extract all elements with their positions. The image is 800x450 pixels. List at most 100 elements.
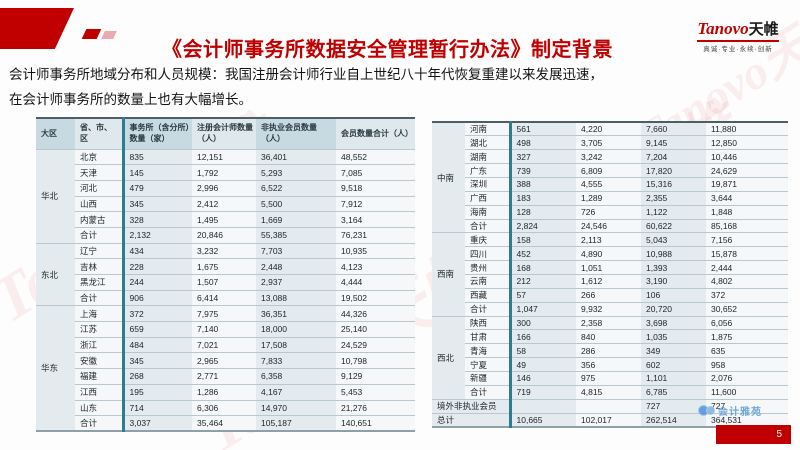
province-cell: 山西 [75,195,123,212]
table-row: 西北 陕西 300 2,358 3,698 6,056 [432,315,788,400]
value-cell: 727 [706,398,788,414]
value-cell: 434 [121,242,192,259]
province-cell: 合计 [465,384,510,400]
brand-name-cjk: 天帷 [748,21,779,38]
province-cell: 广东 [465,163,510,178]
brand-logo: Tanovo天帷 真诚·专业·永续·创新 [684,18,792,53]
table-row: 新疆 146 975 1,101 2,076 [432,370,788,386]
value-cell: 719 [508,384,576,400]
region-cell: 东北 [36,242,75,306]
value-cell: 7,140 [192,321,256,338]
value-cell: 195 [121,383,192,400]
value-cell: 183 [508,190,576,206]
province-cell: 合计 [465,218,510,233]
value-cell: 5,500 [256,195,336,212]
value-cell: 55,385 [256,226,336,244]
value-cell: 17,820 [641,163,706,178]
value-cell: 602 [641,357,706,372]
value-cell: 452 [508,246,576,261]
value-cell: 9,129 [336,368,415,385]
province-cell: 山东 [75,399,123,416]
value-cell: 727 [641,398,706,414]
province-cell: 合计 [75,289,123,306]
value-cell: 19,502 [336,289,415,306]
value-cell: 49 [508,357,576,372]
value-cell: 1,848 [706,204,788,220]
table-row: 华东 上海 372 7,975 36,351 44,326 [36,305,415,432]
table-row: 天津 145 1,792 5,293 7,085 [36,164,415,181]
value-cell: 102,017 [576,412,641,427]
value-cell: 635 [706,343,788,358]
province-cell: 内蒙古 [75,211,123,228]
table-row: 深圳 388 4,555 15,316 19,871 [432,176,788,192]
value-cell: 372 [706,287,788,303]
province-cell: 合计 [75,415,123,432]
value-cell: 5,043 [641,232,706,247]
table-row: 湖南 327 3,242 7,204 10,446 [432,149,788,164]
table-row: 合计 719 4,815 6,785 11,600 [432,384,788,400]
value-cell: 128 [508,204,576,220]
value-cell: 1,675 [192,258,256,275]
value-cell: 6,414 [192,289,256,306]
province-cell: 河北 [75,179,123,197]
value-cell: 17,508 [256,336,336,353]
province-cell: 合计 [75,226,123,244]
province-cell: 重庆 [465,232,510,247]
value-cell: 36,351 [256,305,336,322]
firm-stats-table-left: 大区 省、市、区 事务所（含分所）数量（家） 注册会计师数量（人） 非执业会员数量（人）… [36,117,415,433]
value-cell: 106 [641,287,706,303]
firm-stats-table-right-wrap: 中南 河南 561 4,220 7,660 11,880 湖北 498 3,705 9,145 12… [432,121,788,428]
table-row: 吉林 228 1,675 2,448 4,123 [36,258,415,275]
value-cell: 4,890 [576,246,641,261]
table-row: 河北 479 2,996 6,522 9,518 [36,179,415,197]
table-row: 广东 739 6,809 17,820 24,629 [432,163,788,178]
value-cell: 105,187 [256,415,336,432]
value-cell: 268 [121,368,192,385]
value-cell: 3,190 [641,273,706,289]
value-cell: 484 [121,336,192,353]
value-cell: 2,448 [256,258,336,275]
province-cell: 青海 [465,343,510,358]
province-cell: 海南 [465,204,510,220]
value-cell: 364,531 [706,412,788,427]
value-cell: 835 [121,148,192,165]
table-row: 山东 714 6,306 14,970 21,276 [36,399,415,416]
value-cell: 2,076 [706,370,788,386]
value-cell: 85,168 [706,218,788,233]
value-cell: 60,622 [641,218,706,233]
value-cell: 35,464 [192,415,256,432]
value-cell: 561 [508,121,576,136]
province-cell: 云南 [465,273,510,289]
value-cell: 4,167 [256,383,336,400]
table-row: 合计 1,047 9,932 20,720 30,652 [432,301,788,317]
province-cell: 甘肃 [465,329,510,344]
value-cell: 1,792 [192,164,256,181]
corner-accent-shape [0,8,74,49]
value-cell: 3,705 [576,135,641,150]
value-cell: 10,935 [336,242,415,259]
value-cell: 726 [576,204,641,220]
table-row: 总计 10,665 102,017 262,514 364,531 [432,412,788,427]
value-cell: 714 [121,399,192,416]
value-cell: 5,293 [256,164,336,181]
value-cell: 12,151 [192,148,256,165]
table-row: 海南 128 726 1,122 1,848 [432,204,788,220]
value-cell: 10,665 [508,412,576,427]
value-cell: 3,232 [192,242,256,259]
province-cell: 河南 [465,121,510,136]
header-row: 大区 省、市、区 事务所（含分所）数量（家） 注册会计师数量（人） 非执业会员数量（人）… [36,117,415,149]
brand-tagline: 真诚·专业·永续·创新 [703,46,773,53]
value-cell: 1,875 [706,329,788,344]
value-cell: 1,507 [192,274,256,291]
table-row: 浙江 484 7,021 17,508 24,529 [36,336,415,353]
value-cell: 1,047 [508,301,576,317]
region-cell: 中南 [432,121,465,233]
value-cell: 9,932 [576,301,641,317]
table-row: 贵州 168 1,051 1,393 2,444 [432,260,788,275]
value-cell: 7,833 [256,352,336,369]
table-row: 山西 345 2,412 5,500 7,912 [36,195,415,212]
table-row: 云南 212 1,612 3,190 4,802 [432,273,788,289]
value-cell: 2,937 [256,274,336,291]
firm-stats-table-right: 中南 河南 561 4,220 7,660 11,880 湖北 498 3,705 9,145 12… [432,121,788,428]
table-row: 华北 北京 835 12,151 36,401 48,552 [36,148,415,244]
